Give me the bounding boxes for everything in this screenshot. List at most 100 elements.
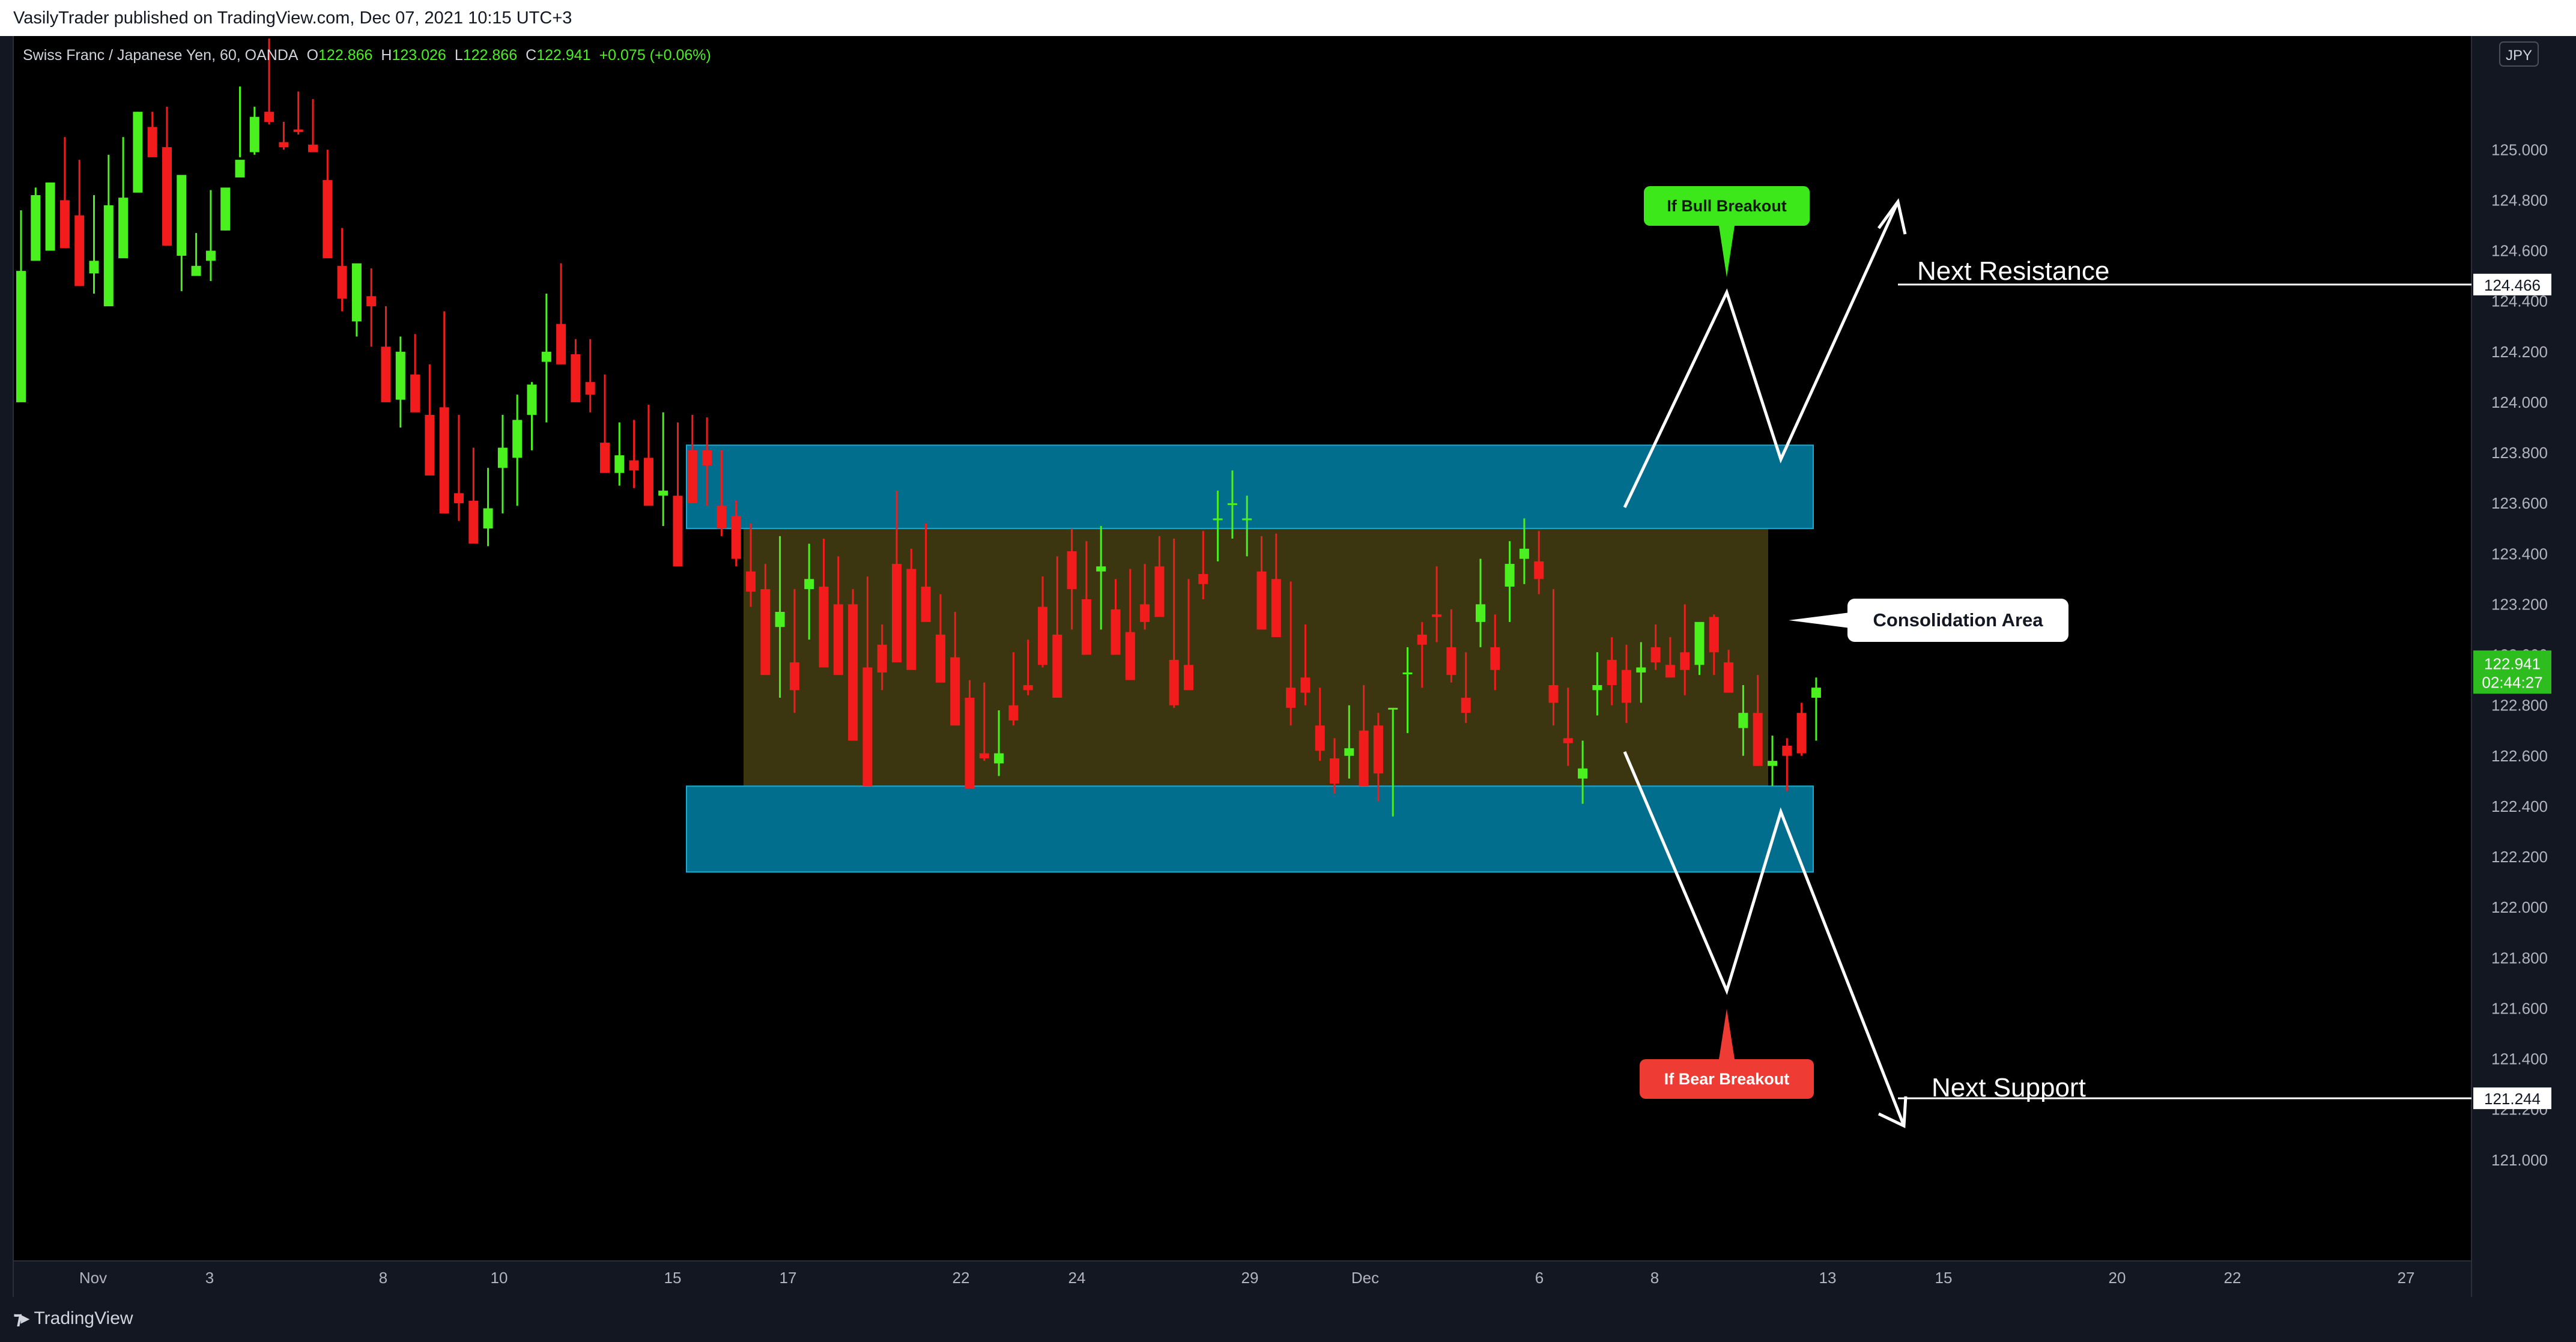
candle (1490, 647, 1500, 670)
x-tick-label: 15 (664, 1269, 682, 1287)
bull-path-line (1623, 201, 1900, 509)
tradingview-brand: TradingView (34, 1308, 133, 1328)
candle (1592, 685, 1602, 691)
candle (425, 414, 435, 476)
candle (717, 506, 727, 529)
bear-breakout-pointer (1719, 1009, 1735, 1059)
candle (1242, 518, 1252, 521)
candle (935, 634, 945, 683)
candle (235, 160, 245, 178)
price-axis-labels: 121.000121.200121.400121.600121.800122.0… (2473, 141, 2551, 1169)
y-tick-label: 123.800 (2491, 444, 2548, 462)
candle (395, 351, 405, 400)
candle (293, 129, 303, 132)
candle (381, 346, 391, 402)
y-tick-label: 123.400 (2491, 545, 2548, 563)
candle (527, 384, 537, 415)
candles-layer (16, 38, 1821, 817)
candle (1709, 617, 1719, 653)
bear-path-arrowhead (1877, 1096, 1908, 1128)
footer-bar (0, 1297, 2576, 1342)
candle (614, 455, 625, 473)
candle (994, 753, 1004, 764)
candle (541, 351, 551, 362)
candle (877, 644, 887, 673)
upper-zone (686, 444, 1814, 530)
candle (906, 569, 917, 670)
candle (133, 112, 143, 193)
candle (804, 579, 814, 590)
x-tick-label: 15 (1935, 1269, 1953, 1287)
consolidation-label: Consolidation Area (1873, 609, 2043, 630)
time-axis-labels: Nov 3 8 10 15 17 22 24 29 Dec 6 8 13 15 20 22 27 (79, 1269, 2415, 1287)
candle (1402, 672, 1413, 674)
candle (1359, 730, 1369, 787)
time-axis-area[interactable] (13, 1261, 2471, 1297)
candle (366, 296, 377, 307)
x-tick-label: Nov (79, 1269, 107, 1287)
bull-breakout-label: If Bull Breakout (1667, 197, 1787, 215)
x-tick-label: 20 (2109, 1269, 2126, 1287)
bull-breakout-pointer (1719, 226, 1735, 277)
y-tick-label: 124.000 (2491, 393, 2548, 411)
candle (643, 458, 653, 506)
candle (191, 265, 201, 276)
current-price-badge (2473, 650, 2551, 694)
lower-zone (686, 785, 1814, 873)
y-tick-label: 122.000 (2491, 898, 2548, 916)
candle (1665, 665, 1675, 678)
candle (1038, 606, 1047, 665)
countdown-label: 02:44:27 (2482, 673, 2542, 691)
candle (746, 571, 756, 592)
candle (731, 516, 741, 559)
y-tick-label: 123.600 (2491, 494, 2548, 512)
currency-badge-box[interactable] (2499, 41, 2539, 67)
candle (89, 261, 99, 274)
candle (1636, 667, 1646, 673)
candle (177, 175, 187, 256)
next-support-price-badge (2473, 1087, 2551, 1110)
candle (760, 589, 771, 676)
candle (775, 612, 785, 627)
candle (1753, 713, 1763, 766)
candle (702, 450, 712, 466)
candle (308, 144, 318, 153)
candle (1811, 688, 1821, 698)
candle (1650, 647, 1661, 663)
candle (279, 142, 289, 148)
candle (59, 200, 70, 249)
currency-badge[interactable]: JPY (2506, 47, 2532, 64)
candle (921, 586, 931, 622)
candle (1534, 561, 1544, 579)
candle (249, 116, 259, 153)
x-tick-label: Dec (1351, 1269, 1379, 1287)
candle (439, 407, 449, 513)
tradingview-logo[interactable]: ⁊▸ TradingView (13, 1308, 133, 1329)
candle (1476, 604, 1485, 622)
y-tick-label: 123.200 (2491, 595, 2548, 613)
candle (1373, 725, 1383, 774)
candle (1008, 705, 1019, 721)
open-value: 122.866 (318, 47, 372, 64)
candle (979, 753, 989, 758)
candle (512, 420, 523, 458)
drawings-layer: Next Resistance Next Support If Bull Break… (1623, 186, 2471, 1128)
x-tick-label: 27 (2398, 1269, 2415, 1287)
candle (1067, 551, 1077, 590)
candle (74, 215, 85, 286)
close-label: C (526, 47, 536, 64)
x-tick-label: 6 (1535, 1269, 1544, 1287)
price-axis-area[interactable] (2471, 36, 2576, 1261)
candle (497, 447, 508, 468)
candle (1548, 685, 1559, 703)
symbol-legend[interactable]: Swiss Franc / Japanese Yen, 60, OANDA O12… (23, 47, 711, 64)
next-resistance-label: Next Resistance (1917, 256, 2109, 286)
x-tick-label: 8 (1650, 1269, 1659, 1287)
consolidation-badge (1847, 599, 2068, 642)
candle (118, 198, 129, 259)
symbol-name[interactable]: Swiss Franc / Japanese Yen, 60, OANDA (23, 47, 299, 64)
x-tick-label: 24 (1068, 1269, 1086, 1287)
candle (1111, 609, 1121, 655)
candle (45, 182, 55, 251)
